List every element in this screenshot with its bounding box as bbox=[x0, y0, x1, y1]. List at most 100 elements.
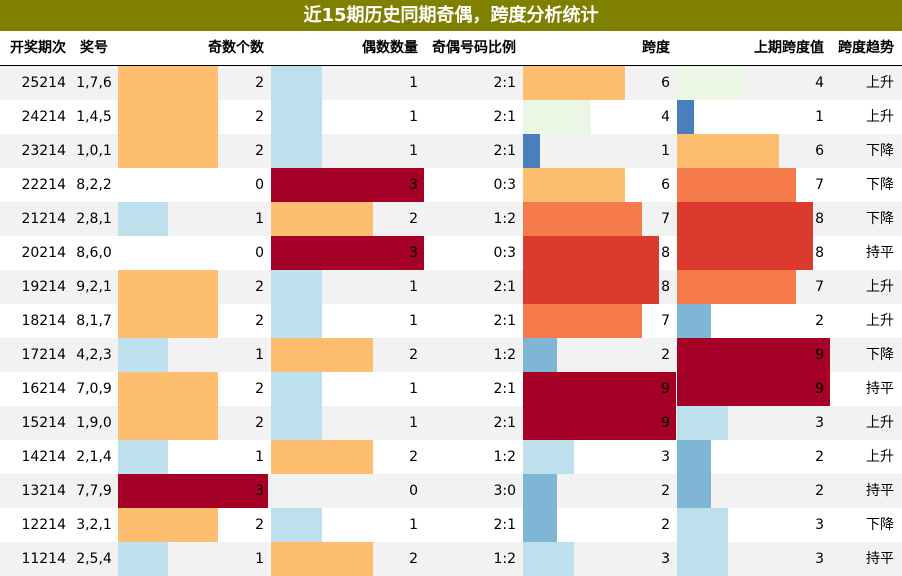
odd-bar bbox=[118, 270, 218, 304]
span-value: 3 bbox=[661, 449, 670, 465]
number-cell: 1,4,5 bbox=[76, 109, 112, 125]
prev-span-bar bbox=[677, 236, 813, 270]
odd-bar bbox=[118, 338, 168, 372]
header-odd: 奇数个数 bbox=[208, 40, 264, 56]
header-trend: 跨度趋势 bbox=[838, 40, 894, 56]
even-count: 3 bbox=[409, 177, 418, 193]
span-bar bbox=[523, 134, 540, 168]
span-bar bbox=[523, 508, 557, 542]
span-bar bbox=[523, 474, 557, 508]
even-bar bbox=[271, 508, 322, 542]
prev-span-bar bbox=[677, 406, 728, 440]
table-row: 18214 8,1,7 2 1 2:1 7 2 上升 bbox=[0, 304, 902, 338]
ratio-cell: 2:1 bbox=[493, 279, 516, 295]
number-cell: 9,2,1 bbox=[76, 279, 112, 295]
trend-cell: 下降 bbox=[866, 517, 894, 533]
prev-span-bar bbox=[677, 168, 796, 202]
even-count: 0 bbox=[409, 483, 418, 499]
odd-count: 2 bbox=[255, 75, 264, 91]
span-bar bbox=[523, 202, 642, 236]
prev-span-value: 4 bbox=[815, 75, 824, 91]
even-bar bbox=[271, 406, 322, 440]
even-count: 1 bbox=[409, 143, 418, 159]
even-count: 2 bbox=[409, 449, 418, 465]
span-bar bbox=[523, 304, 642, 338]
odd-bar bbox=[118, 202, 168, 236]
span-value: 9 bbox=[661, 381, 670, 397]
ratio-cell: 2:1 bbox=[493, 381, 516, 397]
prev-span-bar bbox=[677, 474, 711, 508]
odd-bar bbox=[118, 100, 218, 134]
even-count: 1 bbox=[409, 75, 418, 91]
period-cell: 11214 bbox=[21, 551, 66, 567]
period-cell: 15214 bbox=[21, 415, 66, 431]
span-bar bbox=[523, 270, 659, 304]
trend-cell: 上升 bbox=[866, 109, 894, 125]
even-count: 1 bbox=[409, 381, 418, 397]
prev-span-bar bbox=[677, 66, 745, 100]
prev-span-bar bbox=[677, 542, 728, 576]
table-header: 开奖期次 奖号 奇数个数 偶数数量 奇偶号码比例 跨度 上期跨度值 跨度趋势 bbox=[0, 31, 902, 66]
odd-bar bbox=[118, 66, 218, 100]
even-count: 1 bbox=[409, 109, 418, 125]
prev-span-bar bbox=[677, 304, 711, 338]
number-cell: 7,0,9 bbox=[76, 381, 112, 397]
even-count: 2 bbox=[409, 211, 418, 227]
odd-bar bbox=[118, 474, 268, 508]
odd-count: 1 bbox=[255, 347, 264, 363]
prev-span-value: 9 bbox=[815, 381, 824, 397]
number-cell: 1,7,6 bbox=[76, 75, 112, 91]
header-number: 奖号 bbox=[80, 40, 108, 56]
odd-bar bbox=[118, 134, 218, 168]
odd-bar bbox=[118, 304, 218, 338]
trend-cell: 上升 bbox=[866, 279, 894, 295]
trend-cell: 下降 bbox=[866, 143, 894, 159]
table-row: 11214 2,5,4 1 2 1:2 3 3 持平 bbox=[0, 542, 902, 576]
table-row: 16214 7,0,9 2 1 2:1 9 9 持平 bbox=[0, 372, 902, 406]
prev-span-value: 7 bbox=[815, 279, 824, 295]
ratio-cell: 2:1 bbox=[493, 143, 516, 159]
odd-bar bbox=[118, 406, 218, 440]
page-title: 近15期历史同期奇偶，跨度分析统计 bbox=[0, 0, 902, 31]
even-bar bbox=[271, 338, 373, 372]
table-row: 20214 8,6,0 0 3 0:3 8 8 持平 bbox=[0, 236, 902, 270]
prev-span-bar bbox=[677, 202, 813, 236]
odd-count: 3 bbox=[255, 483, 264, 499]
trend-cell: 下降 bbox=[866, 177, 894, 193]
odd-bar bbox=[118, 372, 218, 406]
span-bar bbox=[523, 440, 574, 474]
header-span: 跨度 bbox=[642, 40, 670, 56]
ratio-cell: 0:3 bbox=[493, 245, 516, 261]
prev-span-value: 3 bbox=[815, 551, 824, 567]
ratio-cell: 2:1 bbox=[493, 313, 516, 329]
prev-span-value: 8 bbox=[815, 211, 824, 227]
trend-cell: 下降 bbox=[866, 211, 894, 227]
span-value: 2 bbox=[661, 517, 670, 533]
even-bar bbox=[271, 100, 322, 134]
odd-count: 2 bbox=[255, 109, 264, 125]
number-cell: 3,2,1 bbox=[76, 517, 112, 533]
prev-span-bar bbox=[677, 338, 830, 372]
trend-cell: 上升 bbox=[866, 313, 894, 329]
period-cell: 13214 bbox=[21, 483, 66, 499]
table-row: 12214 3,2,1 2 1 2:1 2 3 下降 bbox=[0, 508, 902, 542]
period-cell: 18214 bbox=[21, 313, 66, 329]
even-bar bbox=[271, 134, 322, 168]
ratio-cell: 1:2 bbox=[493, 449, 516, 465]
even-count: 3 bbox=[409, 245, 418, 261]
prev-span-value: 8 bbox=[815, 245, 824, 261]
trend-cell: 上升 bbox=[866, 449, 894, 465]
span-bar bbox=[523, 100, 591, 134]
ratio-cell: 2:1 bbox=[493, 75, 516, 91]
trend-cell: 上升 bbox=[866, 75, 894, 91]
number-cell: 8,2,2 bbox=[76, 177, 112, 193]
period-cell: 20214 bbox=[21, 245, 66, 261]
odd-count: 1 bbox=[255, 449, 264, 465]
number-cell: 1,9,0 bbox=[76, 415, 112, 431]
odd-count: 2 bbox=[255, 415, 264, 431]
trend-cell: 上升 bbox=[866, 415, 894, 431]
number-cell: 2,8,1 bbox=[76, 211, 112, 227]
span-value: 7 bbox=[661, 211, 670, 227]
number-cell: 8,6,0 bbox=[76, 245, 112, 261]
prev-span-value: 3 bbox=[815, 517, 824, 533]
